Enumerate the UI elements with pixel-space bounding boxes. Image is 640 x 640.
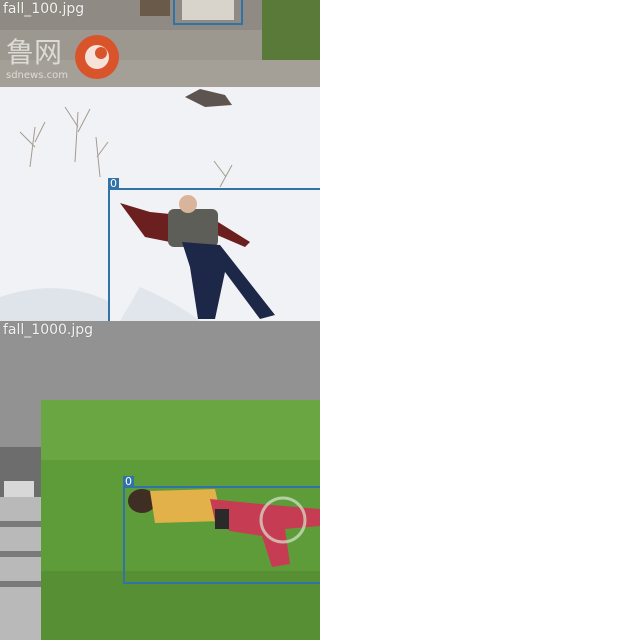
detection-box: 0 bbox=[123, 486, 320, 584]
detection-box bbox=[173, 0, 243, 25]
svg-text:sdnews.com: sdnews.com bbox=[6, 70, 68, 81]
tile-snow: 0 bbox=[0, 87, 320, 321]
detection-box: 0 bbox=[108, 188, 320, 321]
watermark-logo: 鲁网 sdnews.com bbox=[0, 30, 130, 85]
filename-label: fall_1000.jpg bbox=[3, 322, 93, 338]
filename-label: fall_100.jpg bbox=[3, 1, 84, 17]
class-label: 0 bbox=[108, 178, 119, 189]
image-mosaic: fall_100.jpg 鲁网 sdnews.com bbox=[0, 0, 320, 640]
tile-3-photo bbox=[0, 321, 320, 640]
class-label: 0 bbox=[123, 476, 134, 487]
tile-fall-1000: fall_1000.jpg 0 bbox=[0, 321, 320, 640]
svg-text:鲁网: 鲁网 bbox=[6, 36, 62, 69]
tile-fall-100: fall_100.jpg 鲁网 sdnews.com bbox=[0, 0, 320, 87]
